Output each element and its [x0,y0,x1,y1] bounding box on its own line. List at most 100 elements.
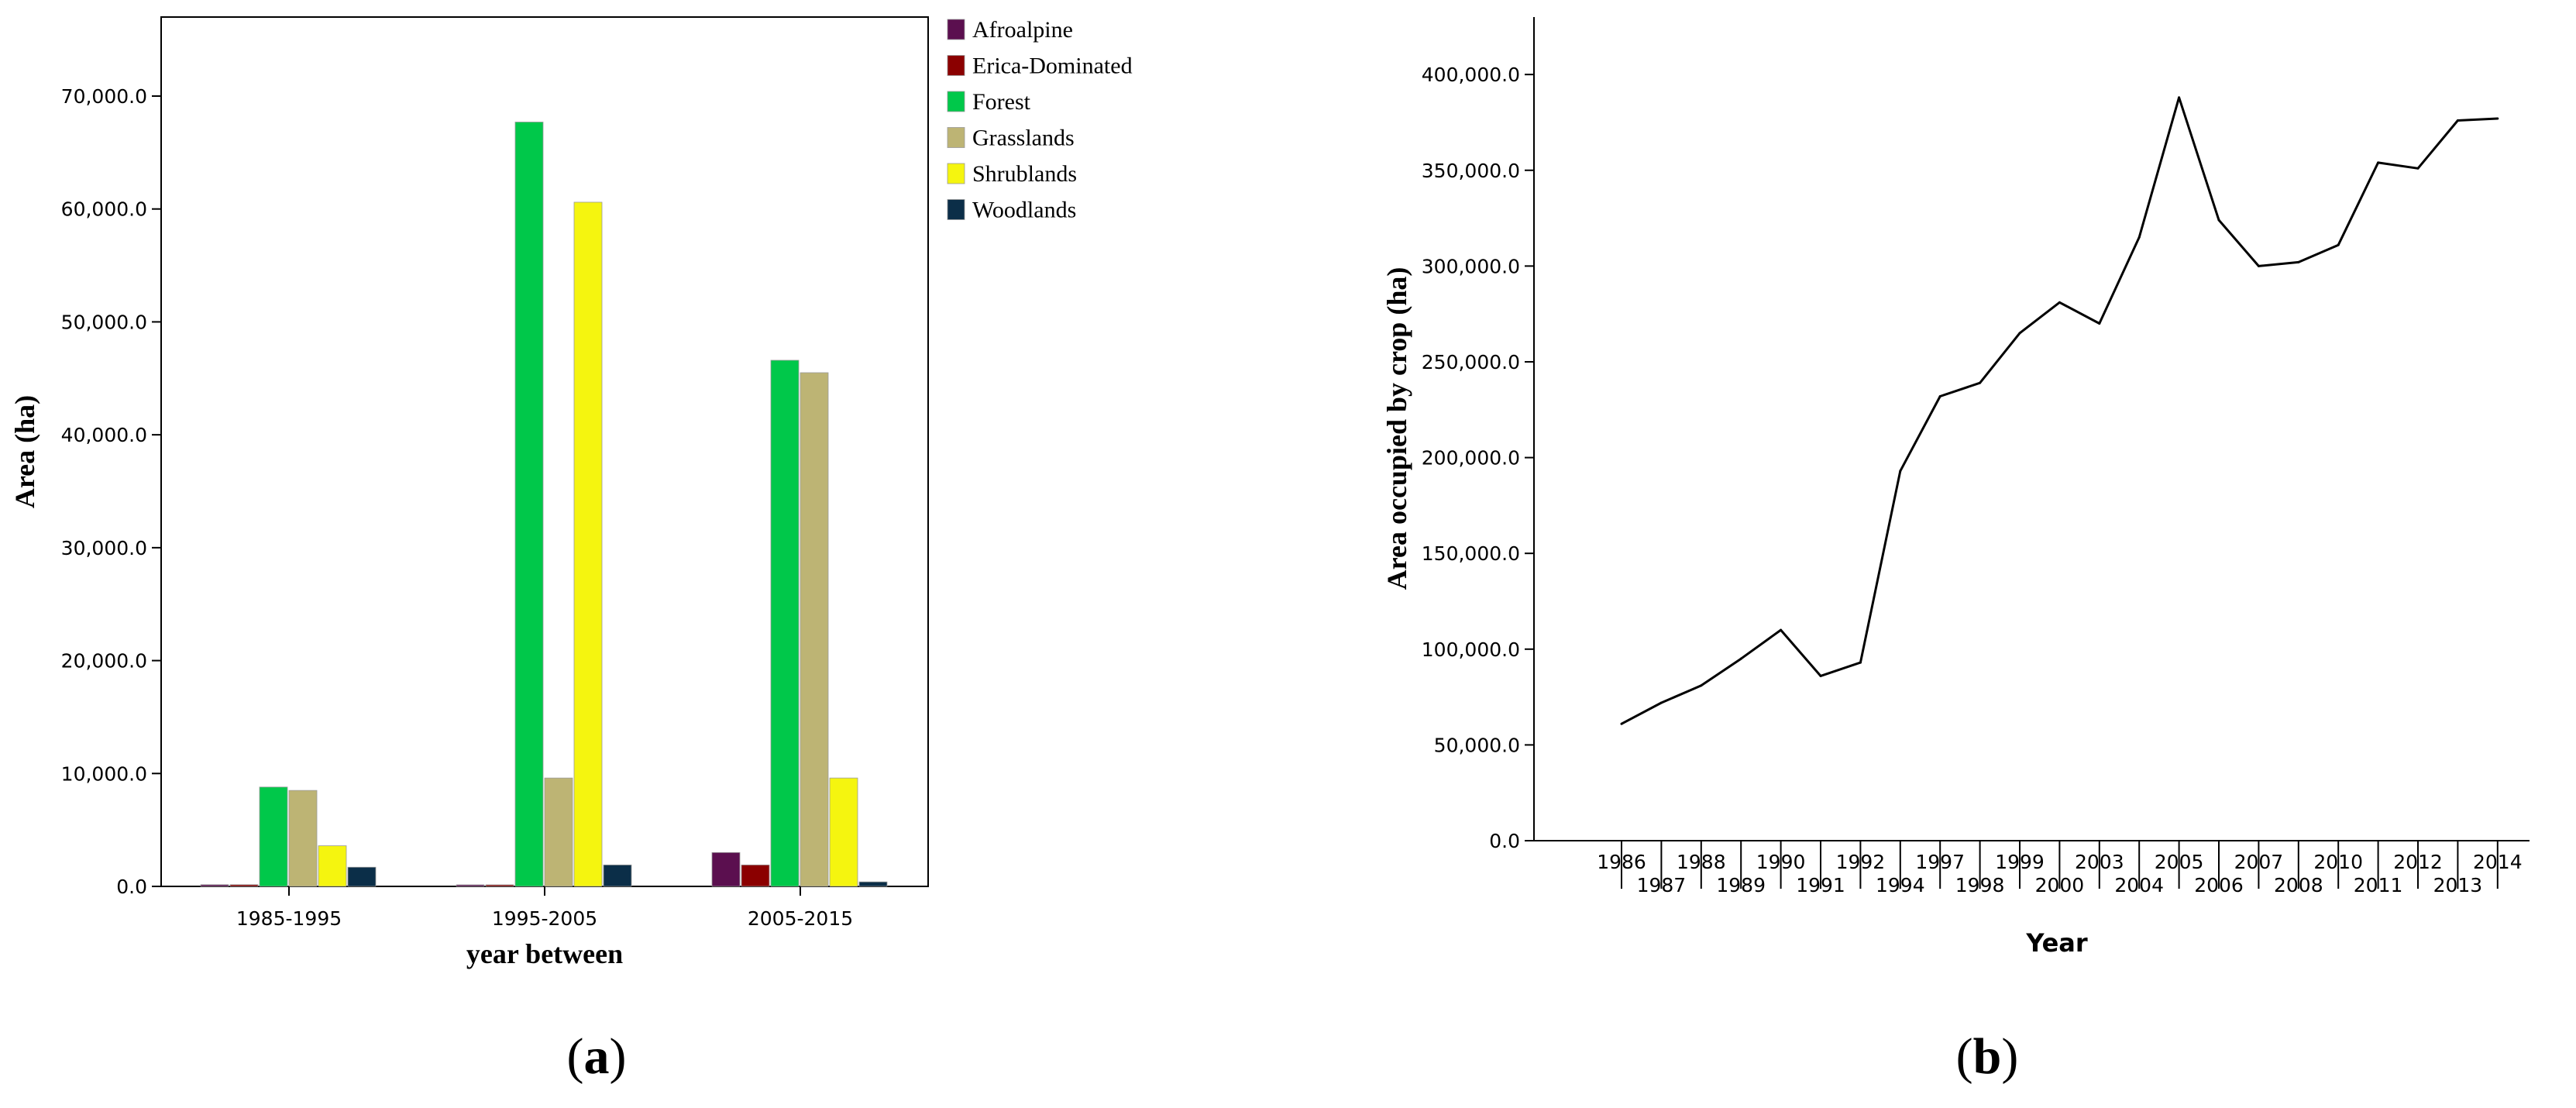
legend-label: Woodlands [972,198,1076,223]
bar-forest-2005-2015 [770,360,800,887]
crop-area-point-1990 [1780,628,1783,631]
bar-chart-legend: Afroalpine Erica-Dominated Forest Grassland… [947,17,1133,223]
line-chart-y-tick-label: 100,000.0 [1422,638,1520,661]
crop-area-point-2011 [2377,161,2380,164]
bar-chart-y-tick-label: 0.0 [116,876,147,898]
line-chart-y-tick-label: 0.0 [1489,830,1520,852]
crop-area-point-1988 [1700,684,1703,687]
legend-label: Forest [972,89,1031,115]
bar-shrublands-1985-1995 [318,845,347,887]
crop-area-point-2006 [2217,219,2220,222]
bar-chart-bars [200,122,888,887]
line-chart-x-tick-label: 2013 [2433,874,2483,896]
line-chart-x-axis-title: Year [2025,928,2088,958]
bar-chart-category-label: 2005-2015 [748,907,853,930]
bar-chart-y-tick-label: 60,000.0 [61,198,147,221]
crop-area-point-2007 [2257,264,2260,267]
line-chart-x-tick-label: 1992 [1836,851,1886,873]
line-chart-y-tick-label: 350,000.0 [1422,160,1520,182]
bar-chart-categories: 1985-1995 1995-2005 2005-2015 [236,886,853,930]
crop-area-point-1999 [2018,332,2021,335]
crop-area-point-1994 [1899,470,1902,473]
crop-area-point-1986 [1620,722,1623,725]
line-chart-series [1620,96,2499,725]
bar-chart-y-tick-label: 70,000.0 [61,85,147,108]
line-chart-y-tick-label: 400,000.0 [1422,64,1520,86]
legend-label: Erica-Dominated [972,53,1133,79]
line-chart-x-tick-label: 1999 [1995,851,2045,873]
crop-area-point-1997 [1938,394,1941,397]
bar-chart-panel: 0.0 10,000.0 20,000.0 30,000.0 40,000.0 50,00… [9,16,1133,1085]
bar-chart-y-axis-title: Area (ha) [9,395,40,508]
bar-erica-dominated-1995-2005 [485,884,514,887]
bar-erica-dominated-1985-1995 [229,884,259,887]
bar-chart-y-tick-label: 30,000.0 [61,537,147,559]
line-chart-y-tick-label: 50,000.0 [1434,734,1520,756]
line-chart-y-tick-label: 200,000.0 [1422,447,1520,470]
bar-afroalpine-1985-1995 [200,884,229,887]
legend-swatch [947,91,965,112]
line-chart-y-tick-label: 300,000.0 [1422,255,1520,277]
line-chart-x-tick-label: 1988 [1677,851,1726,873]
legend-label: Shrublands [972,161,1077,187]
line-chart-panel: 0.0 50,000.0 100,000.0 150,000.0 200,000.0 25… [1381,17,2530,1085]
bar-chart-y-tick-label: 50,000.0 [61,311,147,333]
line-chart-x-tick-label: 2012 [2393,851,2443,873]
crop-area-point-1998 [1979,381,1982,384]
panel-label-b: (b) [1956,1028,2019,1085]
line-chart-y-tick-label: 150,000.0 [1422,542,1520,565]
crop-area-point-2000 [2058,301,2061,304]
crop-area-point-1989 [1739,657,1742,660]
bar-afroalpine-2005-2015 [711,852,741,887]
line-chart-x-tick-label: 2000 [2035,874,2085,896]
bar-woodlands-2005-2015 [858,881,888,887]
panel-label-a-letter: a [584,1028,610,1085]
crop-area-point-1992 [1859,661,1862,664]
bar-grasslands-1995-2005 [544,777,573,887]
legend-swatch [947,55,965,76]
crop-area-point-2014 [2496,117,2499,120]
bar-forest-1995-2005 [514,122,544,887]
line-chart-x-tick-label: 1991 [1796,874,1845,896]
legend-swatch [947,163,965,184]
line-chart-x-tick-label: 2010 [2313,851,2363,873]
line-chart-x-tick-label: 1990 [1756,851,1806,873]
crop-area-point-1991 [1819,674,1822,677]
crop-area-point-2010 [2337,243,2340,246]
bar-chart-y-tick-label: 20,000.0 [61,650,147,673]
bar-chart-category-label: 1985-1995 [236,907,342,930]
line-chart-x-tick-label: 1986 [1597,851,1646,873]
line-chart-x-tick-label: 1987 [1637,874,1687,896]
bar-chart-x-axis-title: year between [466,938,623,969]
panel-label-a: (a) [567,1028,627,1085]
bar-grasslands-1985-1995 [288,790,318,887]
line-chart-x-tick-label: 2005 [2155,851,2204,873]
legend-swatch [947,19,965,40]
bar-woodlands-1995-2005 [603,864,632,887]
line-chart-x-tick-label: 1997 [1915,851,1965,873]
line-chart-x-tick-label: 2011 [2354,874,2403,896]
crop-area-point-2008 [2297,260,2300,263]
crop-area-point-2004 [2137,236,2141,239]
crop-area-point-2013 [2456,119,2459,122]
bar-erica-dominated-2005-2015 [741,864,770,887]
bar-forest-1985-1995 [259,786,288,887]
crop-area-point-2012 [2416,167,2420,170]
crop-area-point-2003 [2098,322,2101,325]
line-chart-x-tick-label: 1989 [1716,874,1766,896]
legend-label: Grasslands [972,126,1075,151]
crop-area-point-1987 [1659,701,1663,704]
line-chart-x-ticks: 1986198719881989199019911992199419971998… [1597,841,2523,896]
bar-chart-y-ticks: 0.0 10,000.0 20,000.0 30,000.0 40,000.0 50,00… [61,85,161,898]
bar-chart-category-label: 1995-2005 [492,907,597,930]
bar-chart-y-tick-label: 40,000.0 [61,424,147,446]
panel-label-b-letter: b [1973,1028,2002,1085]
crop-area-point-2005 [2178,96,2181,99]
line-chart-y-axis-title: Area occupied by crop (ha) [1381,267,1412,590]
legend-swatch [947,127,965,148]
bar-grasslands-2005-2015 [800,372,829,887]
line-chart-x-tick-label: 2006 [2194,874,2244,896]
legend-swatch [947,199,965,220]
